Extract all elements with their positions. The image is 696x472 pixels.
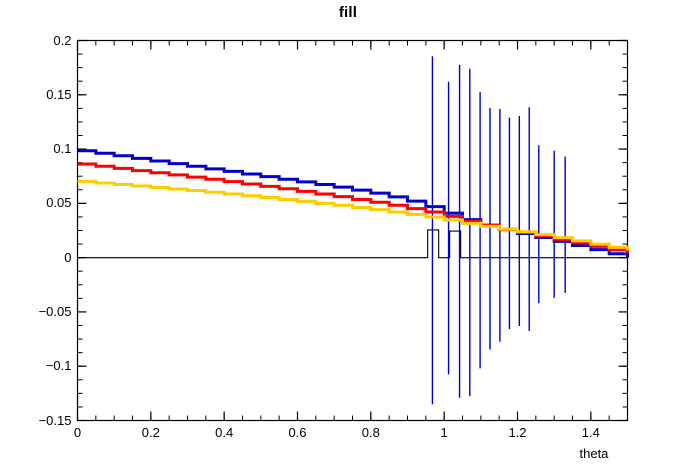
y-tick-label: 0.2	[53, 32, 72, 48]
x-tick-label: 0	[73, 424, 82, 440]
y-tick-label: 0.15	[46, 86, 72, 102]
y-tick-label: −0.1	[45, 358, 72, 374]
x-tick-label: 0.2	[141, 424, 160, 440]
y-tick-label: 0.1	[53, 141, 72, 157]
x-tick-label: 1.2	[508, 424, 527, 440]
chart-title: fill	[338, 4, 358, 21]
x-tick-label: 0.4	[215, 424, 234, 440]
series-blue-curve	[77, 149, 629, 258]
series-yellow-curve	[77, 179, 629, 251]
y-tick-label: −0.05	[38, 303, 72, 319]
x-tick-label: 0.8	[361, 424, 380, 440]
x-tick-label: 1	[440, 424, 448, 440]
y-tick-label: −0.15	[38, 412, 72, 428]
x-axis-title: theta	[579, 445, 609, 461]
plot-frame	[76, 39, 629, 422]
y-tick-label: 0	[64, 249, 72, 265]
x-tick-label: 0.6	[288, 424, 307, 440]
x-tick-label: 1.4	[581, 424, 600, 440]
y-tick-label: 0.05	[46, 195, 72, 211]
histogram-outline	[77, 229, 628, 259]
